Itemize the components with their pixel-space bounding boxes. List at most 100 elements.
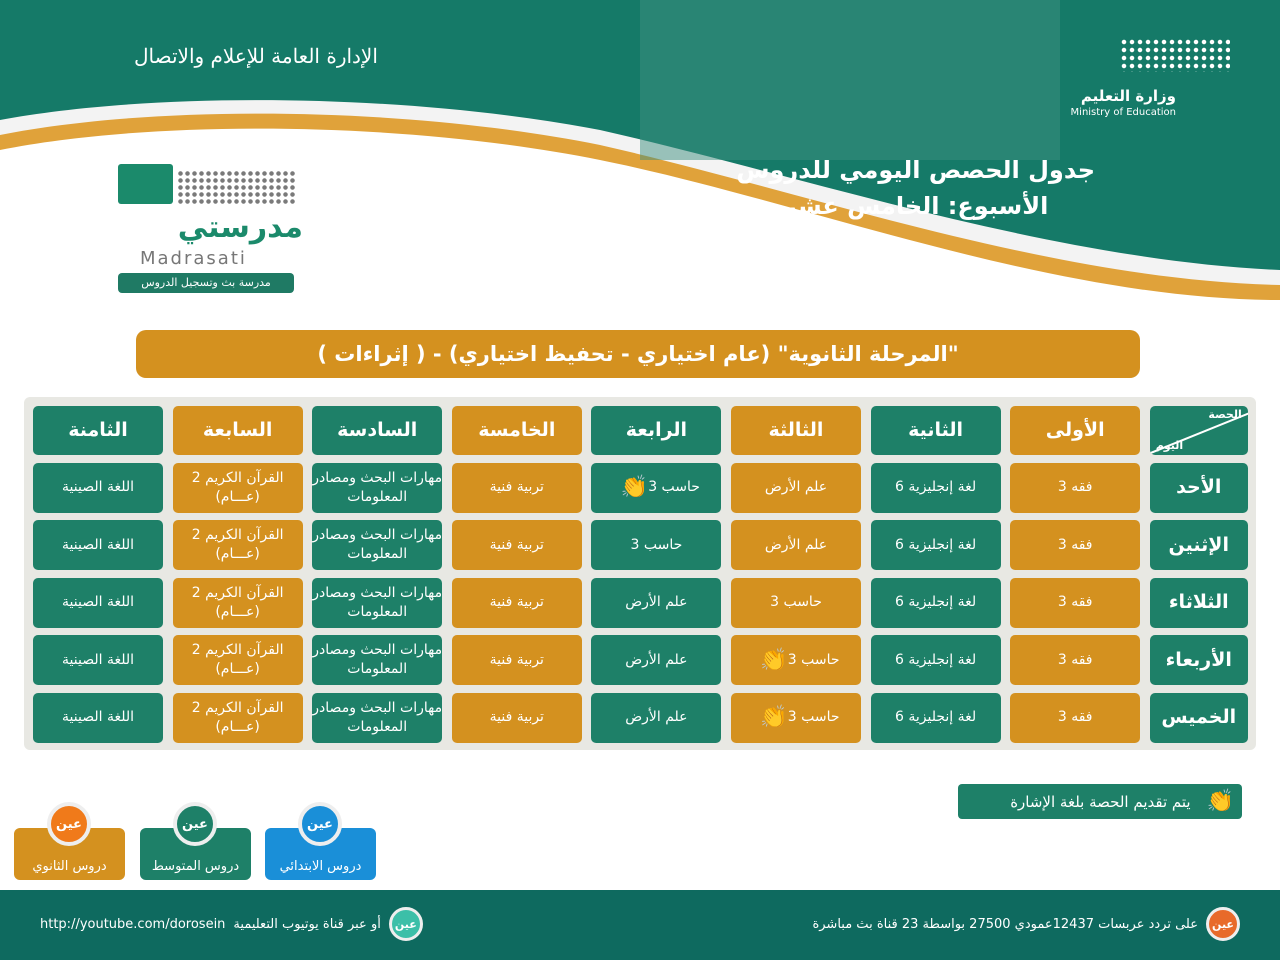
schedule-cell: فقه 3 (1010, 462, 1141, 513)
period-header: السابعة (172, 406, 303, 455)
cell-subject: علم الأرض (764, 536, 828, 553)
schedule-title: جدول الحصص اليومي للدروس (736, 156, 1095, 184)
schedule-cell: لغة إنجليزية 6 (870, 520, 1001, 570)
schedule-cell: حاسب 3 (591, 520, 722, 570)
schedule-cell: حاسب 3 👏 (730, 635, 861, 685)
schedule-cell: فقه 3 (1010, 635, 1141, 685)
cell-subject: تربية فنية (489, 594, 544, 610)
ministry-name-ar: وزارة التعليم (1080, 87, 1176, 105)
cell-subject: فقه 3 (1057, 594, 1093, 610)
cell-subject: القرآن الكريم 2 (عـــام) (191, 642, 284, 677)
schedule-cell: اللغة الصينية (33, 520, 163, 570)
sign-language-note: 👏 يتم تقديم الحصة بلغة الإشارة (958, 784, 1242, 819)
madrasati-logo: مدرستي Madrasati مدرسة بث وتسجيل الدروس (118, 164, 303, 293)
cell-subject: علم الأرض (764, 479, 828, 495)
schedule-cell: فقه 3 (1010, 520, 1141, 570)
period-header: الثامنة (33, 406, 163, 455)
corner-cell: الحصة اليوم (1149, 406, 1248, 455)
ein-youtube-icon: عين (388, 907, 423, 941)
footer: عين على تردد عربسات 12437عمودي 27500 بواس… (0, 890, 1280, 960)
cell-subject: تربية فنية (489, 709, 544, 725)
channel-card[interactable]: عين دروس الثانوي (14, 802, 125, 880)
period-header: الثانية (870, 406, 1001, 455)
cell-subject: مهارات البحث ومصادر المعلومات (312, 469, 443, 505)
cell-subject: تربية فنية (489, 536, 544, 553)
cell-subject: لغة إنجليزية 6 (894, 536, 977, 553)
schedule-cell: القرآن الكريم 2 (عـــام) (172, 635, 303, 685)
channel-label: دروس الثانوي (32, 859, 107, 874)
schedule-cell: حاسب 3 (730, 577, 861, 628)
schedule-cell: فقه 3 (1010, 692, 1141, 743)
schedule-cell: مهارات البحث ومصادر المعلومات (312, 635, 443, 685)
book-icon (118, 164, 173, 204)
sign-note-text: يتم تقديم الحصة بلغة الإشارة (1010, 792, 1191, 811)
cell-subject: اللغة الصينية (62, 594, 134, 610)
cell-subject: حاسب 3 (787, 709, 840, 725)
cell-subject: فقه 3 (1057, 479, 1093, 495)
schedule-cell: لغة إنجليزية 6 (870, 692, 1001, 743)
cell-subject: تربية فنية (489, 651, 544, 668)
day-label: الإثنين (1149, 520, 1248, 570)
cell-subject: القرآن الكريم 2 (عـــام) (191, 699, 284, 735)
cell-subject: حاسب 3 (770, 594, 822, 610)
period-header: الخامسة (451, 406, 582, 455)
schedule-cell: اللغة الصينية (33, 577, 163, 628)
cell-subject: حاسب 3 (630, 536, 683, 553)
channel-label: دروس المتوسط (151, 859, 240, 874)
youtube-text: أو عبر قناة يوتيوب التعليمية (233, 916, 381, 932)
cell-subject: لغة إنجليزية 6 (894, 709, 977, 725)
schedule-cell: تربية فنية (451, 520, 582, 570)
schedule-cell: فقه 3 (1010, 577, 1141, 628)
cell-subject: اللغة الصينية (62, 536, 134, 553)
channel-card[interactable]: عين دروس الابتدائي (265, 802, 376, 880)
header-background (0, 0, 1280, 300)
cell-subject: اللغة الصينية (62, 709, 134, 725)
schedule-cell: حاسب 3 👏 (591, 462, 722, 513)
cell-subject: مهارات البحث ومصادر المعلومات (312, 527, 443, 562)
schedule-cell: تربية فنية (451, 635, 582, 685)
ministry-logo-icon (1120, 38, 1230, 72)
sign-language-hands-icon: 👏 (760, 705, 788, 730)
sign-language-hands-icon: 👏 (1206, 789, 1234, 814)
period-header: الأولى (1010, 406, 1141, 455)
cell-subject: علم الأرض (625, 594, 688, 610)
schedule-cell: تربية فنية (451, 692, 582, 743)
channel-card[interactable]: عين دروس المتوسط (140, 802, 251, 880)
page-title: جدول الحصص اليومي للدروس الأسبوع: الخامس … (736, 152, 1095, 224)
sign-language-hands-icon: 👏 (760, 647, 788, 673)
youtube-link[interactable]: http://youtube.com/dorosein (40, 916, 226, 932)
schedule-cell: حاسب 3 👏 (730, 692, 861, 743)
corner-period-label: الحصة (1208, 408, 1242, 421)
cell-subject: فقه 3 (1057, 651, 1093, 668)
ein-badge-icon: عين (298, 802, 342, 846)
schedule-cell: علم الأرض (730, 462, 861, 513)
schedule-cell: لغة إنجليزية 6 (870, 577, 1001, 628)
cell-subject: حاسب 3 (648, 479, 700, 495)
schedule-cell: مهارات البحث ومصادر المعلومات (312, 692, 443, 743)
ministry-logo: وزارة التعليم Ministry of Education (1071, 86, 1176, 120)
cell-subject: القرآن الكريم 2 (عـــام) (191, 469, 284, 505)
cell-subject: علم الأرض (625, 709, 688, 725)
day-label: الخميس (1149, 692, 1248, 743)
period-header: الثالثة (730, 406, 861, 455)
satellite-info: على تردد عربسات 12437عمودي 27500 بواسطة … (812, 916, 1198, 932)
cell-subject: فقه 3 (1057, 709, 1093, 725)
cell-subject: مهارات البحث ومصادر المعلومات (312, 584, 443, 620)
cell-subject: اللغة الصينية (62, 651, 134, 668)
ein-badge-icon: عين (47, 802, 91, 846)
schedule-cell: علم الأرض (591, 635, 722, 685)
sign-language-hands-icon: 👏 (620, 475, 649, 500)
cell-subject: مهارات البحث ومصادر المعلومات (312, 642, 443, 677)
week-label: الأسبوع: الخامس عشر (783, 192, 1049, 220)
schedule-cell: القرآن الكريم 2 (عـــام) (172, 520, 303, 570)
schedule-cell: اللغة الصينية (33, 462, 163, 513)
channel-label: دروس الابتدائي (279, 859, 362, 874)
schedule-cell: مهارات البحث ومصادر المعلومات (312, 520, 443, 570)
schedule-cell: مهارات البحث ومصادر المعلومات (312, 577, 443, 628)
schedule-cell: اللغة الصينية (33, 635, 163, 685)
header: وزارة التعليم Ministry of Education الإدا… (0, 0, 1280, 300)
schedule-cell: تربية فنية (451, 577, 582, 628)
pixel-dots-icon (177, 170, 297, 204)
schedule-cell: لغة إنجليزية 6 (870, 635, 1001, 685)
directorate-logo: الإدارة العامة للإعلام والاتصال (134, 44, 378, 68)
